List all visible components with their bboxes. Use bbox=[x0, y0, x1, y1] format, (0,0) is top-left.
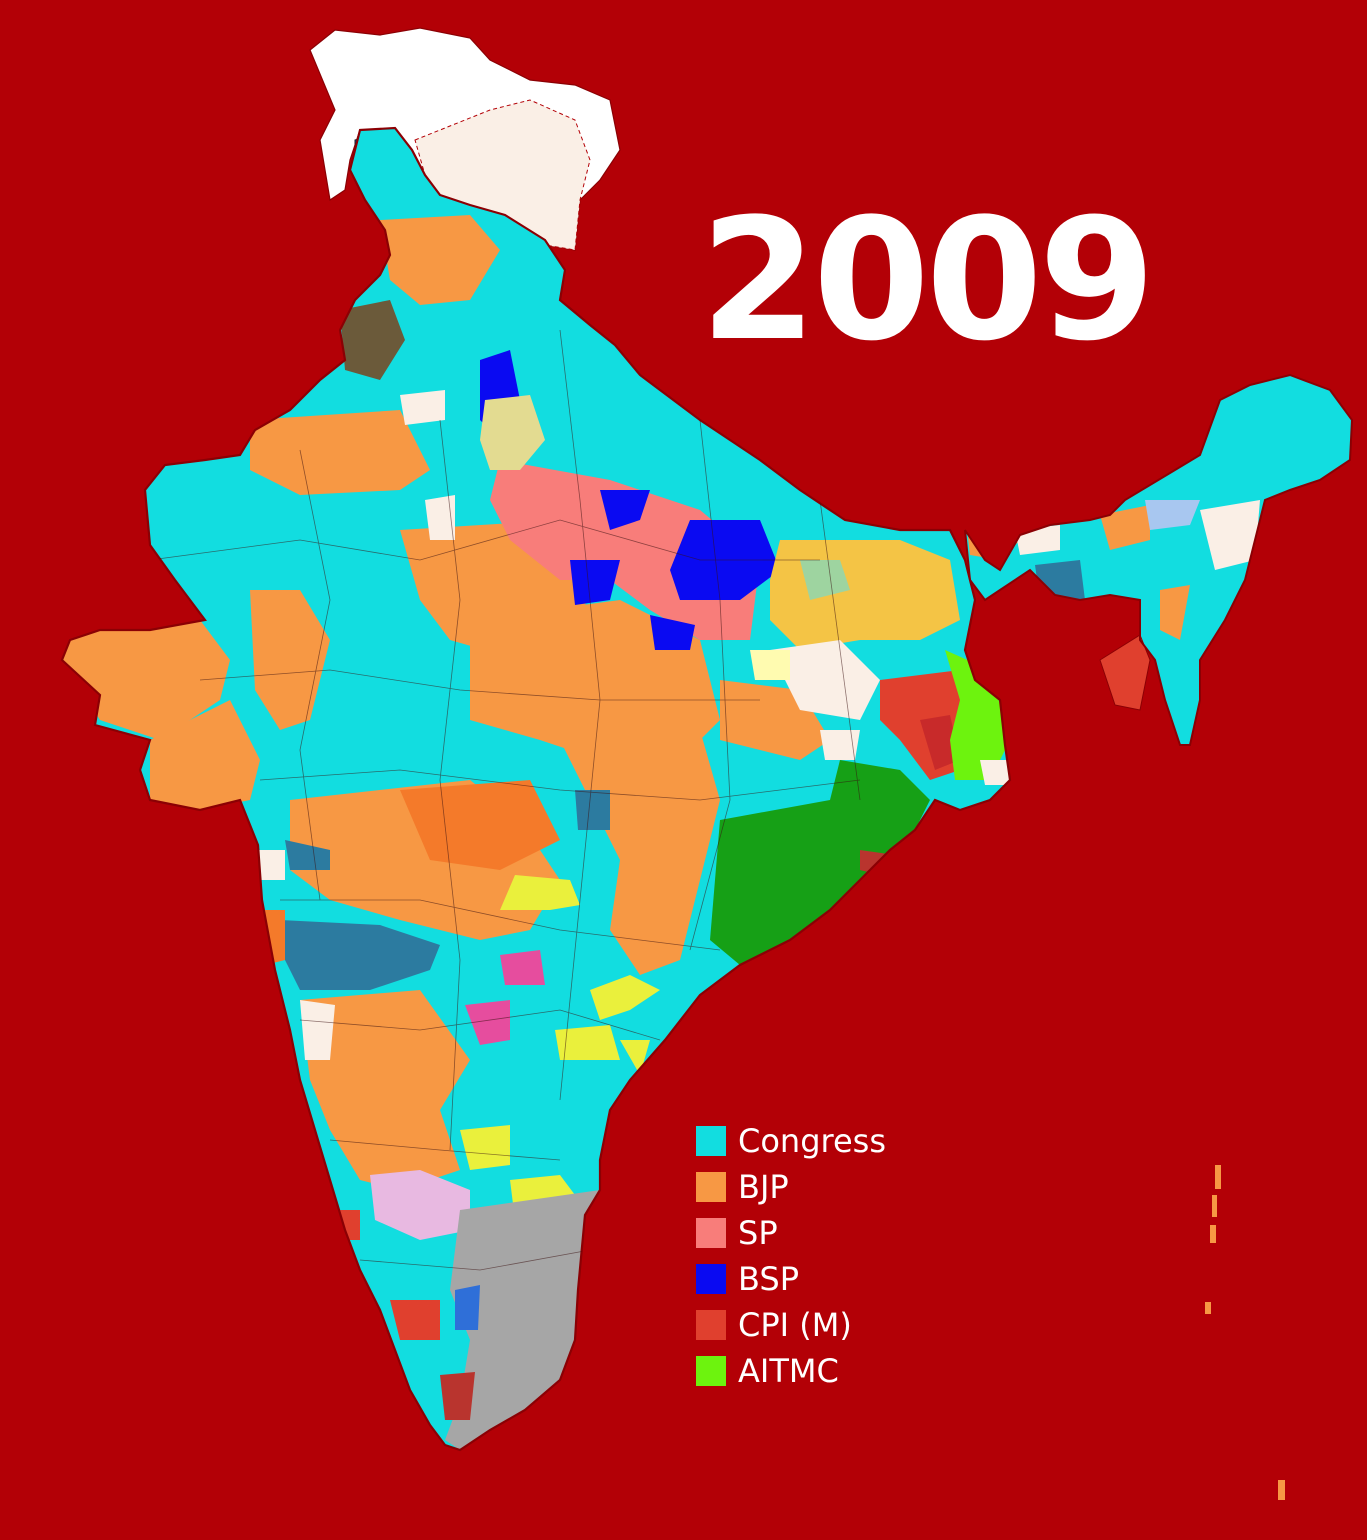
legend-swatch-bsp bbox=[696, 1264, 726, 1294]
legend-swatch-aitmc bbox=[696, 1356, 726, 1386]
legend-label: BJP bbox=[738, 1168, 789, 1206]
legend-label: BSP bbox=[738, 1260, 799, 1298]
legend-item-sp: SP bbox=[696, 1210, 936, 1256]
legend-item-bjp: BJP bbox=[696, 1164, 936, 1210]
legend-swatch-bjp bbox=[696, 1172, 726, 1202]
legend-item-bsp: BSP bbox=[696, 1256, 936, 1302]
andaman-islands bbox=[1205, 1165, 1285, 1500]
map-year-title: 2009 bbox=[700, 182, 1156, 378]
legend-label: Congress bbox=[738, 1122, 886, 1160]
legend-label: AITMC bbox=[738, 1352, 839, 1390]
legend-label: CPI (M) bbox=[738, 1306, 852, 1344]
legend-item-cpim: CPI (M) bbox=[696, 1302, 936, 1348]
northeast-fills bbox=[965, 375, 1352, 745]
legend-swatch-cpim bbox=[696, 1310, 726, 1340]
tripura-mizoram bbox=[1099, 634, 1151, 711]
legend-swatch-sp bbox=[696, 1218, 726, 1248]
legend-item-congress: Congress bbox=[696, 1118, 936, 1164]
party-legend: Congress BJP SP BSP CPI (M) AITMC bbox=[696, 1118, 936, 1394]
legend-label: SP bbox=[738, 1214, 778, 1252]
legend-item-aitmc: AITMC bbox=[696, 1348, 936, 1394]
legend-swatch-congress bbox=[696, 1126, 726, 1156]
